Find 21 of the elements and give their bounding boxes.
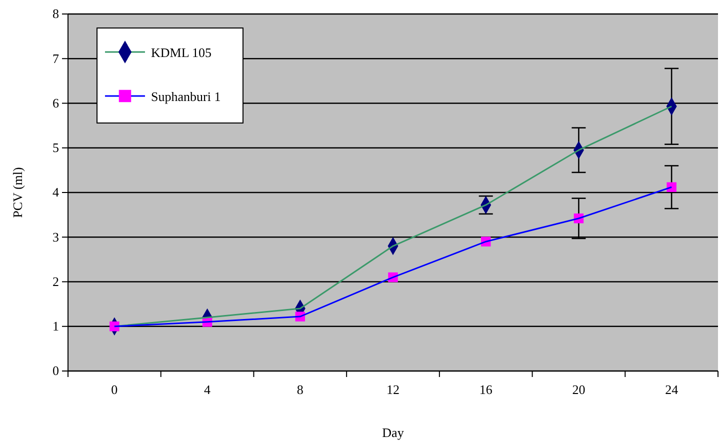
x-tick-label: 16 bbox=[479, 382, 493, 398]
x-tick-label: 20 bbox=[572, 382, 586, 398]
y-tick-label: 6 bbox=[52, 95, 60, 110]
y-tick-label: 7 bbox=[52, 50, 60, 66]
y-axis-title: PCV (ml) bbox=[10, 167, 25, 218]
y-tick-label: 5 bbox=[52, 140, 59, 156]
x-axis-title: Day bbox=[382, 425, 404, 440]
y-tick-label: 2 bbox=[52, 274, 59, 289]
x-tick-label: 12 bbox=[386, 382, 400, 398]
y-tick-label: 8 bbox=[52, 6, 59, 22]
y-tick-label: 1 bbox=[52, 318, 59, 334]
x-tick-label: 0 bbox=[111, 382, 118, 398]
x-tick-label: 4 bbox=[204, 382, 212, 398]
y-tick-label: 3 bbox=[52, 229, 59, 244]
legend-label: KDML 105 bbox=[151, 45, 212, 60]
x-tick-label: 8 bbox=[296, 382, 304, 398]
legend-label: Suphanburi 1 bbox=[151, 89, 221, 104]
x-tick-label: 24 bbox=[665, 382, 679, 398]
y-tick-label: 4 bbox=[52, 184, 60, 200]
y-tick-label: 0 bbox=[52, 363, 59, 378]
point bbox=[666, 182, 676, 192]
